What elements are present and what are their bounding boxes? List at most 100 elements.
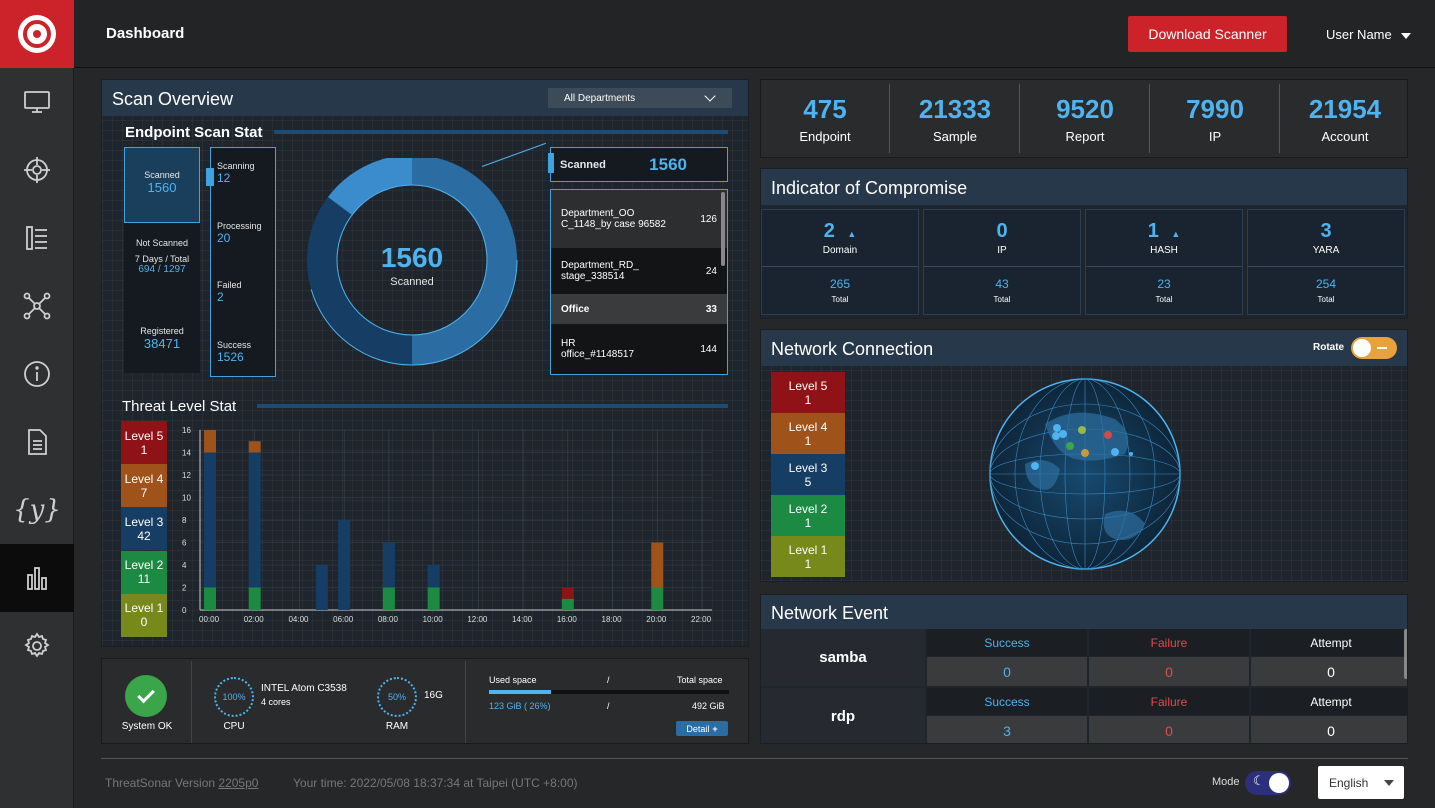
x-tick-label: 08:00 [378, 615, 399, 624]
ioc-tile[interactable]: 1 ▲ HASH 23 Total [1085, 209, 1243, 315]
department-row[interactable]: Department_RD_ stage_338514 24 [551, 248, 727, 294]
failed-label: Failed [217, 280, 242, 290]
threat-level-label: Level 1 [124, 601, 164, 616]
detail-button[interactable]: Detail + [676, 721, 728, 736]
y-tick-label: 12 [182, 471, 191, 480]
disk-usage-bar [489, 690, 729, 694]
department-row[interactable]: Office 33 [551, 294, 727, 324]
department-row[interactable]: Department_OO C_1148_by case 96582 126 [551, 190, 727, 248]
threat-level-value: 42 [137, 528, 151, 543]
user-menu[interactable]: User Name [1326, 27, 1412, 42]
bar-segment[interactable] [427, 565, 440, 588]
bar-segment[interactable] [382, 542, 395, 588]
threat-level-stat-title: Threat Level Stat [122, 398, 237, 415]
moon-icon: ☾ [1253, 773, 1265, 788]
stat-value: 21333 [918, 93, 992, 124]
cpu-gauge: 100% [214, 677, 254, 717]
bar-segment[interactable] [561, 598, 574, 610]
nav-crosshair-icon[interactable] [0, 136, 74, 204]
y-tick-label: 2 [182, 584, 187, 593]
bar-segment[interactable] [561, 587, 574, 599]
bar-segment[interactable] [382, 587, 395, 611]
cpu-name: INTEL Atom C3538 [261, 683, 347, 694]
nav-document-icon[interactable] [0, 408, 74, 476]
detail-label: Detail [686, 723, 710, 734]
stat-tile[interactable]: 475 Endpoint [761, 82, 889, 155]
bar-segment[interactable] [338, 520, 351, 610]
stat-tile[interactable]: 7990 IP [1151, 82, 1279, 155]
scanned-value: 1560 [147, 180, 177, 195]
stat-tile[interactable]: 21954 Account [1281, 82, 1409, 155]
bar-segment[interactable] [248, 452, 261, 588]
network-level-value: 1 [804, 433, 812, 448]
nav-monitor-icon[interactable] [0, 68, 74, 136]
bar-segment[interactable] [427, 587, 440, 611]
bar-segment[interactable] [204, 452, 216, 588]
title-divider [257, 404, 728, 408]
bar-segment[interactable] [248, 587, 261, 611]
network-event-header [761, 595, 1407, 629]
nav-bar-chart-icon[interactable] [0, 544, 74, 612]
top-header: Dashboard Download Scanner User Name [74, 0, 1435, 68]
attempt-value: 0 [1251, 716, 1407, 743]
registered-box[interactable]: Registered 38471 [124, 326, 200, 351]
scan-overview-title: Scan Overview [112, 89, 234, 109]
bar-segment[interactable] [204, 430, 216, 453]
download-scanner-button[interactable]: Download Scanner [1128, 16, 1287, 52]
department-select[interactable]: All Departments [548, 88, 732, 108]
department-list-scrollbar[interactable] [721, 192, 725, 266]
bar-segment[interactable] [248, 441, 261, 453]
processing-label: Processing [217, 221, 262, 231]
bar-segment[interactable] [204, 587, 216, 611]
app-logo[interactable] [0, 0, 74, 68]
ioc-tile[interactable]: 0 IP 43 Total [923, 209, 1081, 315]
department-row[interactable]: HR office_#1148517 144 [551, 324, 727, 374]
threat-level-item[interactable]: Level 2 11 [121, 550, 167, 594]
donut-center-label: Scanned [390, 276, 434, 288]
bar-segment[interactable] [651, 587, 664, 611]
scanned-box[interactable]: Scanned 1560 [124, 147, 200, 223]
bar-segment[interactable] [315, 565, 328, 610]
language-select[interactable]: English [1318, 766, 1404, 799]
ioc-total-label: Total [1317, 295, 1335, 304]
globe-icon[interactable] [985, 374, 1185, 574]
not-scanned-box[interactable]: Not Scanned 7 Days / Total 694 / 1297 [124, 238, 200, 275]
stat-tile[interactable]: 21333 Sample [891, 82, 1019, 155]
x-tick-label: 12:00 [467, 615, 488, 624]
nav-network-icon[interactable] [0, 272, 74, 340]
failed-value: 2 [217, 290, 224, 304]
bar-segment[interactable] [651, 542, 664, 588]
nav-info-icon[interactable] [0, 340, 74, 408]
threat-level-item[interactable]: Level 3 42 [121, 507, 167, 551]
ioc-value-row: 1 ▲ [1086, 220, 1242, 243]
stat-tile[interactable]: 9520 Report [1021, 82, 1149, 155]
network-event-row: rdp Success 3 Failure 0 Attempt 0 [761, 688, 1407, 743]
nav-gear-icon[interactable] [0, 612, 74, 680]
rotate-toggle[interactable] [1351, 337, 1397, 359]
nav-variable-icon[interactable]: {y} [13, 495, 61, 525]
mode-toggle[interactable]: ☾ [1245, 771, 1291, 795]
network-event-scrollbar[interactable] [1404, 629, 1407, 679]
stat-label: Account [1321, 128, 1369, 144]
x-tick-label: 02:00 [244, 615, 265, 624]
x-tick-label: 04:00 [288, 615, 309, 624]
scan-donut-chart[interactable] [300, 158, 530, 378]
ioc-tile[interactable]: 2 ▲ Domain 265 Total [761, 209, 919, 315]
version-link[interactable]: 2205p0 [218, 776, 259, 790]
ioc-total: 254 [1315, 277, 1337, 291]
divider [762, 266, 918, 267]
ioc-tile[interactable]: 3 YARA 254 Total [1247, 209, 1405, 315]
department-list[interactable]: Department_OO C_1148_by case 96582 126 D… [550, 189, 728, 375]
nav-list-icon[interactable] [0, 204, 74, 272]
donut-center-value: 1560 [380, 242, 444, 273]
threat-level-value: 1 [140, 442, 148, 457]
